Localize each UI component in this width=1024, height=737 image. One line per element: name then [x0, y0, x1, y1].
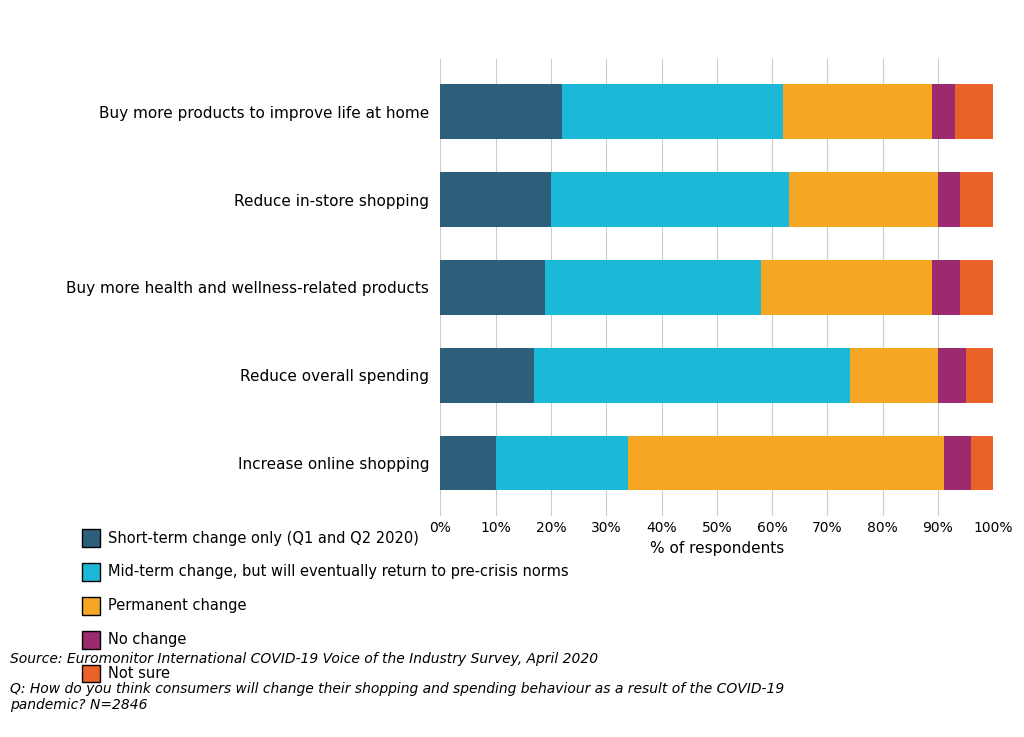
Bar [546, 260, 761, 315]
Text: Not sure: Not sure [108, 666, 170, 681]
Bar [954, 85, 993, 139]
Bar [961, 260, 993, 315]
Bar [761, 260, 933, 315]
Bar [440, 260, 546, 315]
Bar [629, 436, 943, 490]
X-axis label: % of respondents: % of respondents [649, 541, 784, 556]
Bar [788, 172, 938, 227]
Bar [535, 348, 850, 402]
Bar [933, 260, 961, 315]
Bar [440, 172, 551, 227]
Bar [562, 85, 783, 139]
Bar [938, 348, 966, 402]
Text: Permanent change: Permanent change [108, 598, 246, 613]
Bar [551, 172, 788, 227]
Bar [933, 85, 954, 139]
Bar [966, 348, 993, 402]
Text: Source: Euromonitor International COVID-19 Voice of the Industry Survey, April 2: Source: Euromonitor International COVID-… [10, 652, 598, 666]
Bar [440, 436, 496, 490]
Bar [971, 436, 993, 490]
Bar [850, 348, 938, 402]
Bar [961, 172, 993, 227]
Text: Q: How do you think consumers will change their shopping and spending behaviour : Q: How do you think consumers will chang… [10, 682, 784, 712]
Bar [440, 348, 535, 402]
Text: Mid-term change, but will eventually return to pre-crisis norms: Mid-term change, but will eventually ret… [108, 565, 568, 579]
Bar [943, 436, 971, 490]
Text: No change: No change [108, 632, 186, 647]
Bar [938, 172, 961, 227]
Text: Short-term change only (Q1 and Q2 2020): Short-term change only (Q1 and Q2 2020) [108, 531, 419, 545]
Bar [783, 85, 933, 139]
Bar [440, 85, 562, 139]
Bar [496, 436, 629, 490]
